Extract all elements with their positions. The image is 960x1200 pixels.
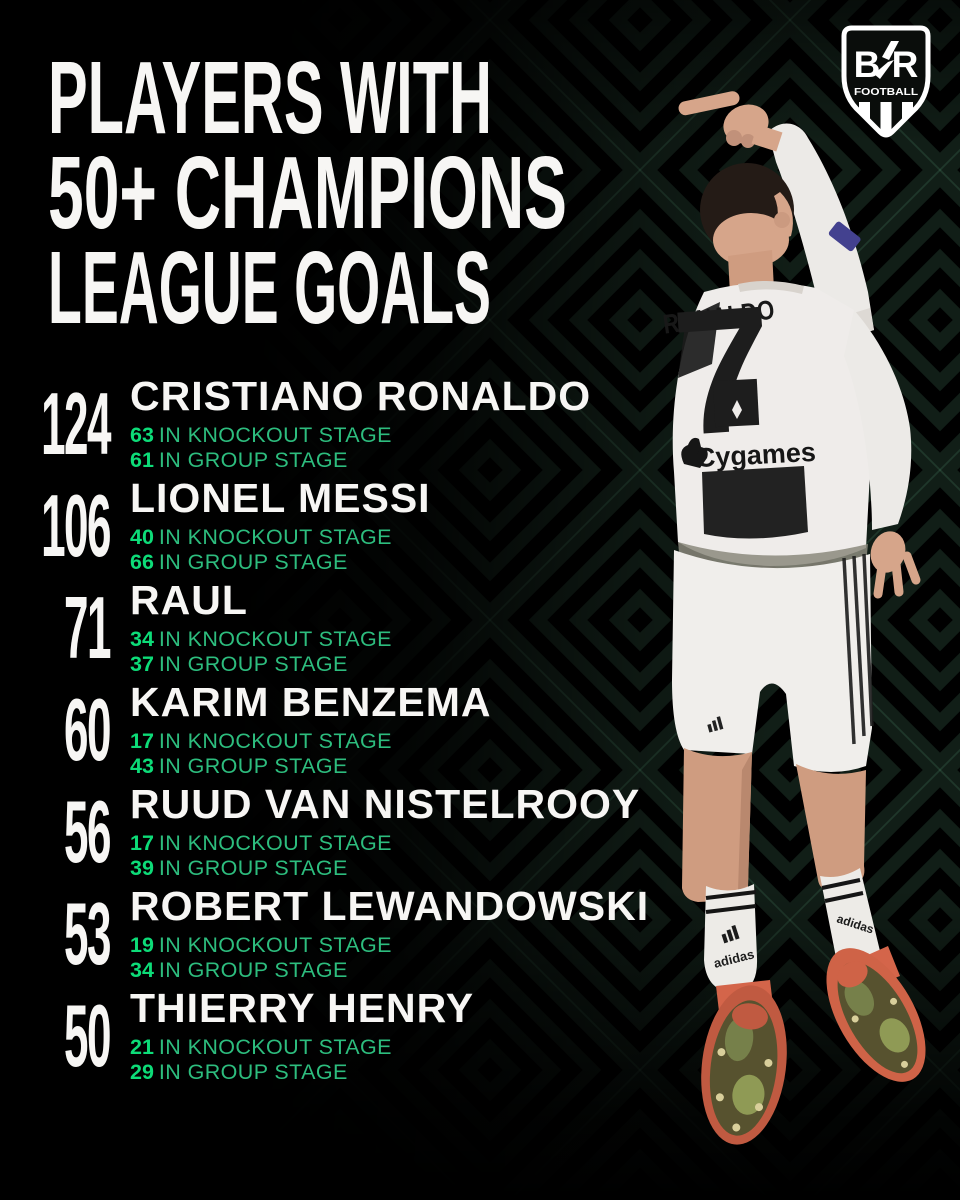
knockout-stat: 17 IN KNOCKOUT STAGE <box>130 729 491 754</box>
player-name: THIERRY HENRY <box>130 984 475 1031</box>
logo-wordmark: FOOTBALL <box>854 86 919 98</box>
player-name: CRISTIANO RONALDO <box>130 372 592 419</box>
knockout-stat: 21 IN KNOCKOUT STAGE <box>130 1035 474 1060</box>
group-goals: 66 <box>130 549 154 574</box>
player-row: 50 THIERRY HENRY 21 IN KNOCKOUT STAGE 29 I… <box>28 984 628 1085</box>
player-row: 53 ROBERT LEWANDOWSKI 19 IN KNOCKOUT STAG… <box>28 884 648 983</box>
knockout-goals: 40 <box>130 524 154 549</box>
total-goals: 60 <box>64 680 111 779</box>
group-stat: 37 IN GROUP STAGE <box>130 652 392 677</box>
group-stat: 66 IN GROUP STAGE <box>130 550 431 575</box>
knockout-label: IN KNOCKOUT STAGE <box>158 830 392 855</box>
title-line-1: PLAYERS WITH <box>48 48 492 155</box>
group-goals: 34 <box>130 957 154 982</box>
player-name: RAUL <box>130 576 248 623</box>
total-goals: 53 <box>64 884 111 983</box>
title-line-3: LEAGUE GOALS <box>48 230 491 338</box>
group-goals: 61 <box>130 447 154 472</box>
knockout-goals: 19 <box>130 932 154 957</box>
raised-arm-sleeve <box>768 123 874 344</box>
knockout-label: IN KNOCKOUT STAGE <box>158 626 392 651</box>
player-row: 106 LIONEL MESSI 40 IN KNOCKOUT STAGE 66 I… <box>28 474 628 575</box>
player-name: RUUD VAN NISTELROOY <box>130 780 641 827</box>
player-name: ROBERT LEWANDOWSKI <box>130 882 650 929</box>
group-stat: 39 IN GROUP STAGE <box>130 856 640 881</box>
page-title: PLAYERS WITH 50+ CHAMPIONS LEAGUE GOALS <box>48 48 567 338</box>
knockout-label: IN KNOCKOUT STAGE <box>158 1034 392 1059</box>
player-name: KARIM BENZEMA <box>130 678 492 725</box>
group-label: IN GROUP STAGE <box>158 651 348 676</box>
knockout-stat: 63 IN KNOCKOUT STAGE <box>130 423 591 448</box>
total-goals: 56 <box>64 782 111 881</box>
jersey-waist-band <box>702 466 808 539</box>
ronaldo-celebration-photo: RONALDO 7 Cygames <box>661 91 926 1145</box>
total-goals: 124 <box>41 374 111 473</box>
knockout-goals: 17 <box>130 830 154 855</box>
total-goals: 50 <box>64 986 111 1085</box>
group-stat: 61 IN GROUP STAGE <box>130 448 591 473</box>
logo-letter-r: R <box>892 44 919 85</box>
group-label: IN GROUP STAGE <box>158 957 348 982</box>
knockout-stat: 17 IN KNOCKOUT STAGE <box>130 831 640 856</box>
player-row: 56 RUUD VAN NISTELROOY 17 IN KNOCKOUT STA… <box>28 782 639 881</box>
total-goals: 106 <box>41 476 111 575</box>
total-goals: 71 <box>64 578 111 677</box>
group-goals: 43 <box>130 753 154 778</box>
player-row: 60 KARIM BENZEMA 17 IN KNOCKOUT STAGE 43 I… <box>28 678 628 779</box>
uefa-sleeve-patch <box>828 221 861 252</box>
logo-slash <box>874 41 899 79</box>
knockout-goals: 34 <box>130 626 154 651</box>
br-football-logo: B R FOOTBALL <box>841 25 931 138</box>
group-label: IN GROUP STAGE <box>158 855 348 880</box>
jersey-number: 7 <box>667 268 780 473</box>
group-label: IN GROUP STAGE <box>158 1059 348 1084</box>
sponsor-horse-logo <box>681 437 708 468</box>
left-leg <box>682 748 752 902</box>
knockout-goals: 21 <box>130 1034 154 1059</box>
knockout-label: IN KNOCKOUT STAGE <box>158 932 392 957</box>
group-goals: 39 <box>130 855 154 880</box>
knockout-stat: 40 IN KNOCKOUT STAGE <box>130 525 431 550</box>
title-line-2: 50+ CHAMPIONS <box>48 135 567 250</box>
group-goals: 29 <box>130 1059 154 1084</box>
knockout-stat: 19 IN KNOCKOUT STAGE <box>130 933 649 958</box>
group-label: IN GROUP STAGE <box>158 447 348 472</box>
player-row: 71 RAUL 34 IN KNOCKOUT STAGE 37 IN GROUP S… <box>28 576 628 677</box>
shorts-three-stripes <box>842 553 874 745</box>
left-boot <box>701 985 787 1145</box>
hanging-hand <box>870 531 921 599</box>
player-name: LIONEL MESSI <box>130 474 431 521</box>
player-ranking-list: 124 CRISTIANO RONALDO 63 IN KNOCKOUT STAG… <box>28 372 648 1092</box>
knockout-goals: 63 <box>130 422 154 447</box>
group-stat: 29 IN GROUP STAGE <box>130 1060 474 1085</box>
knockout-stat: 34 IN KNOCKOUT STAGE <box>130 627 392 652</box>
group-stat: 34 IN GROUP STAGE <box>130 958 649 983</box>
jersey-black-stripe <box>678 302 720 378</box>
shorts <box>672 550 872 772</box>
knockout-label: IN KNOCKOUT STAGE <box>158 422 392 447</box>
pointing-hand <box>678 91 783 152</box>
knockout-label: IN KNOCKOUT STAGE <box>158 524 392 549</box>
group-goals: 37 <box>130 651 154 676</box>
player-row: 124 CRISTIANO RONALDO 63 IN KNOCKOUT STAG… <box>28 372 628 473</box>
right-leg <box>796 764 866 891</box>
shorts-adidas-logo <box>707 716 724 733</box>
logo-letter-b: B <box>854 44 881 85</box>
group-label: IN GROUP STAGE <box>158 549 348 574</box>
right-boot <box>826 948 926 1082</box>
left-sock-adidas-logo <box>721 925 740 944</box>
group-stat: 43 IN GROUP STAGE <box>130 754 491 779</box>
group-label: IN GROUP STAGE <box>158 753 348 778</box>
knockout-goals: 17 <box>130 728 154 753</box>
hanging-arm-sleeve <box>844 310 912 530</box>
knockout-label: IN KNOCKOUT STAGE <box>158 728 392 753</box>
